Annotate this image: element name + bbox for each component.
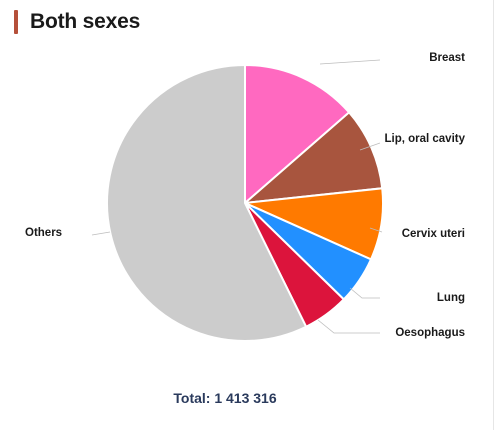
pie-slice-others xyxy=(106,64,308,342)
leader-line xyxy=(319,59,381,65)
total-count: Total: 1 413 316 xyxy=(173,390,277,406)
leader-line xyxy=(91,231,111,236)
panel-right-border xyxy=(493,0,494,430)
slice-label: Cervix uteri xyxy=(402,228,465,240)
title-accent-bar xyxy=(14,10,18,34)
slice-label: Lip, oral cavity xyxy=(384,133,465,145)
slice-label: Others xyxy=(25,227,62,239)
pie-labels: Breast Lip, oral cavity Cervix uteri Lung Oe… xyxy=(25,52,466,339)
leader-line xyxy=(317,319,380,334)
slice-label: Lung xyxy=(437,292,465,304)
chart-title: Both sexes xyxy=(30,10,141,33)
leader-line xyxy=(359,142,381,151)
pie-slice-lip-oral-cavity xyxy=(244,111,384,204)
pie-slices xyxy=(106,64,384,342)
slice-label: Breast xyxy=(429,52,465,64)
pie-leader-lines xyxy=(91,59,383,334)
slice-label: Oesophagus xyxy=(395,327,465,339)
pie-slice-breast xyxy=(244,64,351,204)
chart-header: Both sexes xyxy=(14,8,140,36)
leader-line xyxy=(349,287,380,299)
leader-line xyxy=(369,227,383,233)
